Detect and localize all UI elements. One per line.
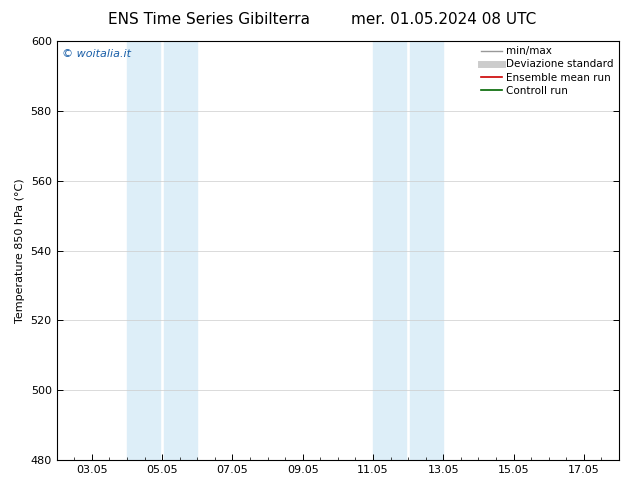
Text: mer. 01.05.2024 08 UTC: mer. 01.05.2024 08 UTC: [351, 12, 536, 27]
Text: © woitalia.it: © woitalia.it: [62, 49, 131, 59]
Bar: [164, 41, 197, 460]
Bar: [127, 41, 160, 460]
Legend: min/max, Deviazione standard, Ensemble mean run, Controll run: min/max, Deviazione standard, Ensemble m…: [481, 46, 614, 96]
Bar: [410, 41, 443, 460]
Text: ENS Time Series Gibilterra: ENS Time Series Gibilterra: [108, 12, 310, 27]
Bar: [373, 41, 406, 460]
Y-axis label: Temperature 850 hPa (°C): Temperature 850 hPa (°C): [15, 178, 25, 323]
